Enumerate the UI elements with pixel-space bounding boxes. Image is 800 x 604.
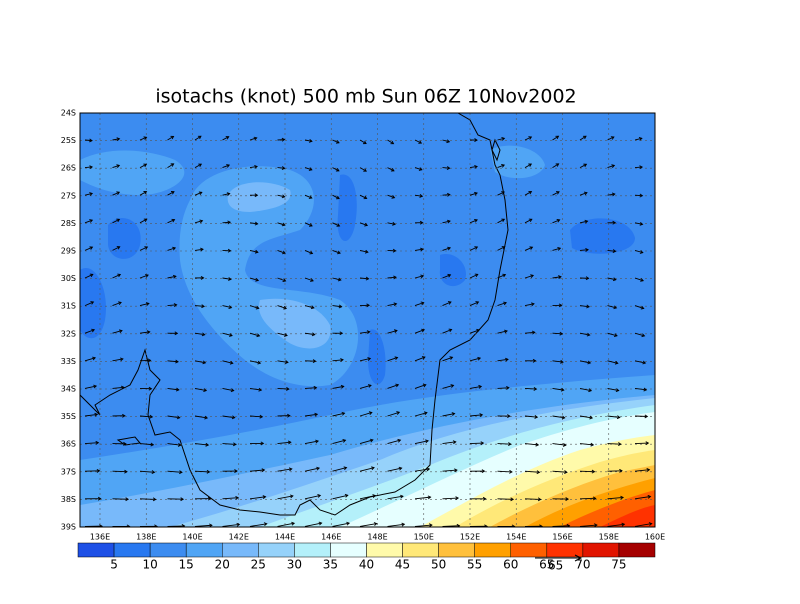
colorbar-label: 25 [251,558,266,572]
colorbar-box [511,543,547,557]
lat-label: 39S [61,523,76,532]
lon-label: 140E [182,533,202,542]
lat-label: 33S [61,357,76,366]
colorbar-box [439,543,475,557]
lat-label: 30S [61,274,76,283]
wind-vector [113,471,127,472]
lat-label: 34S [61,385,76,394]
colorbar-label: 5 [110,558,118,572]
lon-label: 146E [321,533,341,542]
lon-label: 154E [506,533,526,542]
colorbar-box [294,543,330,557]
lon-label: 160E [645,533,665,542]
lat-label: 24S [61,109,76,118]
lon-label: 144E [275,533,295,542]
lon-label: 150E [414,533,434,542]
colorbar-label: 15 [179,558,194,572]
colorbar-box [619,543,655,557]
lat-label: 26S [61,164,76,173]
colorbar-box [403,543,439,557]
colorbar-box [258,543,294,557]
title: isotachs (knot) 500 mb Sun 06Z 10Nov2002 [155,86,576,108]
lon-label: 158E [599,533,619,542]
lat-label: 37S [61,467,76,476]
lon-label: 148E [367,533,387,542]
colorbar-box [150,543,186,557]
colorbar-box [475,543,511,557]
colorbar-box [330,543,366,557]
colorbar-box [583,543,619,557]
wind-vector [140,499,156,500]
lat-label: 32S [61,329,76,338]
colorbar-label: 20 [215,558,230,572]
wind-vector [525,499,541,500]
lon-label: 138E [136,533,156,542]
lat-label: 36S [61,440,76,449]
colorbar-box [547,543,583,557]
wind-vector [608,444,621,445]
lon-label: 156E [552,533,572,542]
colorbar-label: 75 [611,558,626,572]
vector-reference-label: 65 [548,559,563,573]
colorbar-label: 55 [467,558,482,572]
colorbar-label: 40 [359,558,374,572]
colorbar-box [114,543,150,557]
lat-label: 27S [61,191,76,200]
colorbar-box [78,543,114,557]
wind-vector [498,444,511,445]
lat-label: 35S [61,412,76,421]
lat-label: 29S [61,247,76,256]
colorbar-label: 35 [323,558,338,572]
wind-vector [498,499,514,500]
colorbar-label: 10 [142,558,157,572]
colorbar-label: 45 [395,558,410,572]
wind-vector [498,388,509,389]
colorbar-box [367,543,403,557]
wind-vector [470,443,483,444]
lon-label: 136E [90,533,110,542]
colorbar-box [186,543,222,557]
lat-label: 38S [61,495,76,504]
lon-label: 152E [460,533,480,542]
isotach-field [80,113,655,528]
lat-label: 25S [61,136,76,145]
colorbar-box [222,543,258,557]
lon-label: 142E [229,533,249,542]
colorbar-label: 30 [287,558,302,572]
wind-vector [635,443,648,444]
colorbar-label: 50 [431,558,446,572]
colorbar-label: 60 [503,558,518,572]
lat-label: 31S [61,302,76,311]
lat-label: 28S [61,219,76,228]
